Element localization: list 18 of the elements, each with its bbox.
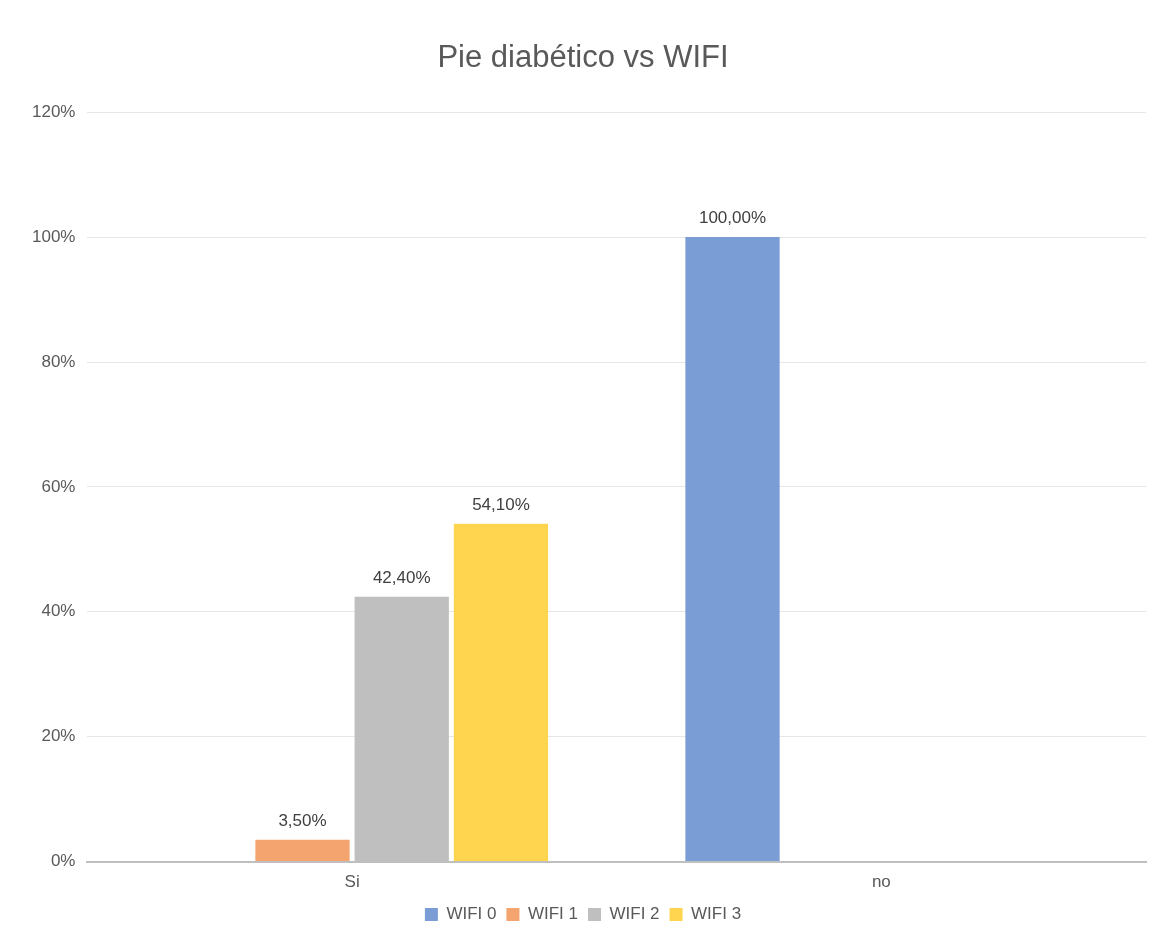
legend-label: WIFI 3 [691, 904, 742, 924]
legend-label: WIFI 0 [446, 904, 497, 924]
y-tick-label: 60% [41, 476, 76, 496]
x-tick-label: Si [344, 872, 360, 892]
y-tick-label: 0% [50, 851, 76, 871]
legend-label: WIFI 1 [527, 904, 579, 924]
y-tick-label: 120% [32, 101, 76, 121]
data-label: 54,10% [472, 494, 530, 514]
y-tick-label: 20% [41, 726, 76, 746]
y-tick-label: 100% [32, 226, 76, 246]
data-label: 100,00% [698, 208, 767, 228]
y-tick-label: 40% [41, 601, 76, 621]
chart-title: Pie diabético vs WIFI [437, 39, 729, 75]
x-tick-label: no [871, 872, 891, 892]
y-tick-label: 80% [41, 351, 76, 371]
data-label: 3,50% [278, 810, 327, 830]
legend-label: WIFI 2 [609, 904, 660, 924]
data-label: 42,40% [372, 568, 431, 587]
